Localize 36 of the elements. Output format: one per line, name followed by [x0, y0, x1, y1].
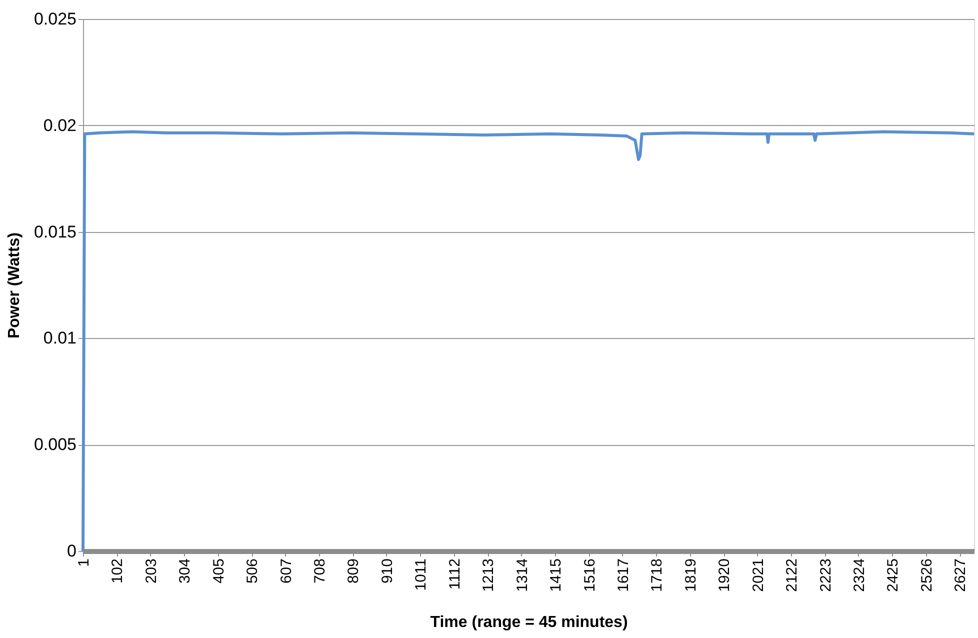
x-tick-label: 1314: [514, 558, 531, 592]
y-tick-label: 0.005: [34, 435, 76, 454]
x-tick-label: 2425: [884, 558, 902, 592]
x-tick-label: 1920: [716, 558, 734, 592]
x-tick-label: 809: [345, 558, 362, 584]
x-tick-label: 1718: [648, 558, 666, 592]
x-tick-label: 405: [210, 558, 228, 584]
x-tick-label: 506: [244, 558, 262, 584]
x-tick-label: 1819: [682, 558, 700, 592]
x-tick-label: 1213: [480, 558, 498, 592]
x-tick-label: 2223: [817, 558, 834, 592]
x-tick-label: 708: [312, 558, 329, 584]
y-tick-label: 0.015: [34, 222, 76, 242]
x-tick-label: 1516: [581, 558, 598, 592]
x-tick-label: 2627: [952, 558, 970, 592]
x-tick-label: 910: [378, 558, 396, 584]
y-tick-label: 0.02: [43, 116, 76, 135]
y-tick-label: 0: [67, 542, 76, 560]
y-tick-label: 0.01: [43, 328, 76, 348]
x-tick-label: 2324: [850, 558, 868, 592]
y-tick-label: 0.025: [34, 10, 76, 28]
x-tick-label: 203: [142, 558, 160, 584]
x-tick-label: 607: [278, 558, 295, 584]
x-tick-label: 304: [176, 558, 194, 584]
x-tick-label: 1617: [614, 558, 632, 592]
x-tick-label: 2122: [784, 558, 801, 592]
x-tick-label: 1: [76, 558, 92, 567]
x-tick-label: 1415: [548, 558, 565, 592]
line-series: [82, 130, 976, 552]
x-tick-label: 1112: [446, 558, 464, 590]
x-tick-label: 2526: [918, 558, 936, 592]
x-tick-label: 102: [109, 558, 126, 584]
x-tick-label: 2021: [750, 558, 767, 592]
y-axis-title: Power (Watts): [6, 232, 23, 339]
x-tick-label: 1011: [412, 558, 430, 591]
x-axis-title: Time (range = 45 minutes): [430, 614, 628, 631]
